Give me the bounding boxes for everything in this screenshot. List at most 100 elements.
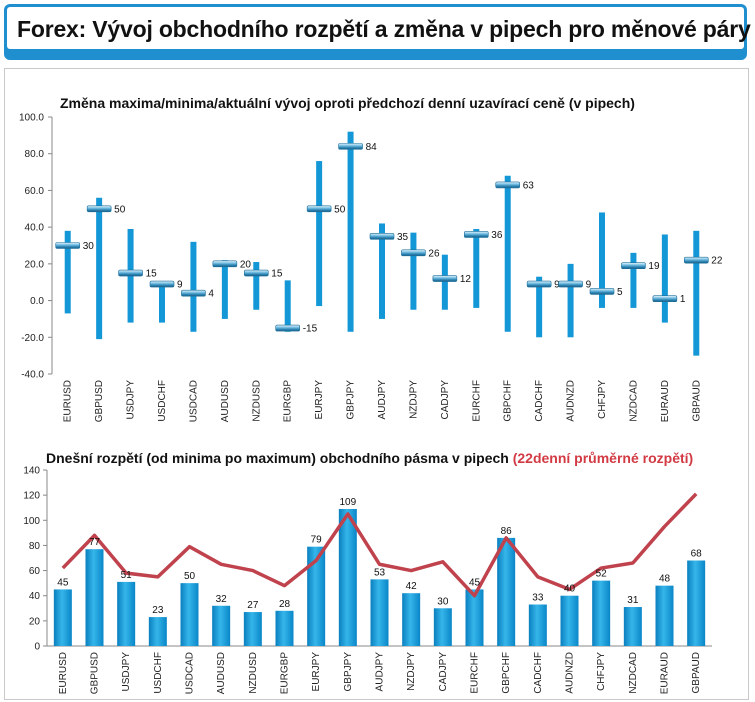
chart1-current-marker: [369, 233, 395, 240]
chart2-bar: [338, 508, 357, 646]
chart1-current-marker: [181, 289, 206, 297]
chart1-current-label: -15: [303, 324, 318, 335]
chart1-current-marker: [306, 205, 332, 213]
chart1-current-marker: [432, 275, 458, 282]
chart2-category-label: CHFJPY: [596, 652, 607, 691]
chart2-bar: [465, 589, 484, 646]
chart2-title-main: Dnešní rozpětí (od minima po maximum) ob…: [46, 450, 509, 466]
chart1-category-label: GBPJPY: [346, 380, 357, 420]
chart2-category-label: GBPCHF: [501, 652, 512, 694]
chart2-y-tick-label: 0: [34, 642, 40, 653]
chart2-bar: [528, 604, 547, 646]
chart2-category-labels: EURUSD GBPUSD USDJPY USDCHF USDCAD AUDUSD NZDU…: [58, 652, 702, 695]
chart1-category-label: EURCHF: [471, 380, 482, 422]
chart1-category-label: EURGBP: [283, 380, 294, 423]
chart2-bar: [370, 579, 389, 646]
chart1-range-bar: [221, 260, 228, 319]
chart1-range-bar: [441, 254, 448, 310]
chart1-category-label: AUDJPY: [377, 380, 388, 420]
chart2-data-label: 30: [437, 596, 449, 607]
chart1-current-label: 9: [177, 280, 183, 291]
chart1-category-label: EURUSD: [63, 380, 74, 422]
chart2-bar: [243, 612, 262, 646]
chart2-bar: [655, 585, 674, 646]
chart1-category-label: CHFJPY: [597, 380, 608, 419]
chart1-current-marker: [526, 280, 552, 288]
chart1-category-label: AUDUSD: [220, 380, 231, 422]
chart1-current-label: 30: [83, 241, 95, 252]
chart1-current-marker: [55, 242, 81, 249]
chart2-category-label: AUDNZD: [565, 652, 576, 694]
chart1-range-bar: [536, 276, 543, 338]
chart2-category-label: NZDJPY: [406, 652, 417, 691]
chart2-average-line-path: [61, 492, 698, 598]
chart1-current-marker: [149, 280, 175, 288]
chart2-y-tick-label: 120: [23, 491, 40, 502]
chart1-current-label: 5: [617, 287, 623, 298]
chart1-y-tick-label: 100.0: [19, 113, 44, 124]
chart2-data-label: 45: [469, 577, 481, 588]
chart2-category-label: CADCHF: [533, 652, 544, 694]
chart2-data-label: 48: [659, 574, 671, 585]
chart1-current-label: 9: [554, 280, 560, 291]
chart1-current-label: 22: [711, 256, 723, 267]
chart1-current-marker: [621, 262, 646, 269]
chart1-current-label: 63: [523, 180, 535, 191]
chart1-y-tick-label: 60.0: [25, 186, 45, 197]
chart1-range-bar: [693, 230, 700, 356]
chart2-category-label: GBPUSD: [90, 652, 101, 694]
chart1-current-marker: [118, 269, 143, 277]
chart1-current-marker: [463, 231, 489, 238]
chart1-category-label: GBPCHF: [503, 380, 514, 422]
chart2-category-label: CADJPY: [438, 652, 449, 692]
chart2-bar: [497, 537, 516, 646]
chart1-category-label: CADJPY: [440, 380, 451, 420]
chart2-data-label: 31: [627, 595, 639, 606]
chart1-current-marker: [212, 260, 238, 268]
chart1-title: Změna maxima/minima/aktuální vývoj oprot…: [60, 95, 635, 111]
chart2-category-label: NZDCAD: [628, 652, 639, 694]
chart1-current-label: 9: [586, 280, 592, 291]
chart2-category-label: AUDUSD: [216, 652, 227, 694]
chart1-current-marker: [401, 249, 426, 257]
chart2-data-label: 42: [406, 581, 418, 592]
chart1-current-marker: [558, 280, 583, 288]
chart1-category-label: USDCAD: [188, 380, 199, 422]
page-title: Forex: Vývoj obchodního rozpětí a změna …: [17, 16, 751, 42]
chart2-category-label: AUDJPY: [375, 652, 386, 692]
chart1-y-tick-label: 20.0: [25, 259, 45, 270]
chart2-category-label: GBPAUD: [691, 652, 702, 694]
chart1-current-label: 36: [491, 230, 503, 241]
chart1-category-labels: EURUSD GBPUSD USDJPY USDCHF USDCAD AUDUSD NZDU…: [63, 380, 703, 423]
chart2-category-label: EURJPY: [311, 652, 322, 692]
chart2-title: Dnešní rozpětí (od minima po maximum) ob…: [46, 450, 693, 466]
chart1-current-label: 15: [271, 269, 283, 280]
chart2-bar: [148, 617, 167, 646]
chart1-range-bar: [410, 232, 417, 310]
chart1-range-bar: [96, 197, 103, 340]
chart1-category-label: AUDNZD: [566, 380, 577, 422]
chart2-data-label: 45: [57, 577, 69, 588]
chart2-bar: [402, 593, 421, 646]
chart2-y-tick-label: 40: [29, 591, 41, 602]
chart1-current-marker: [243, 269, 269, 277]
chart1-range-bar: [599, 212, 605, 308]
chart1-category-label: GBPUSD: [94, 380, 105, 422]
chart2-data-label: 79: [311, 535, 323, 546]
chart1-category-label: NZDCAD: [628, 380, 639, 422]
chart1-current-label: 15: [146, 269, 158, 280]
chart1-range-bar: [316, 161, 323, 307]
chart2-bar: [85, 549, 104, 646]
chart1-range-bar: [64, 230, 71, 314]
chart1-current-marker: [86, 205, 112, 213]
chart1-category-label: NZDUSD: [251, 380, 262, 422]
chart1-current-label: 26: [428, 248, 440, 259]
chart1-range-bar: [379, 223, 385, 319]
chart2-y-tick-label: 140: [23, 466, 40, 477]
chart1-current-marker: [652, 295, 678, 303]
chart2-data-label: 33: [532, 593, 544, 604]
chart1-category-label: CADCHF: [534, 380, 545, 422]
chart2-data-label: 32: [216, 594, 228, 605]
chart2-bar: [212, 605, 231, 646]
